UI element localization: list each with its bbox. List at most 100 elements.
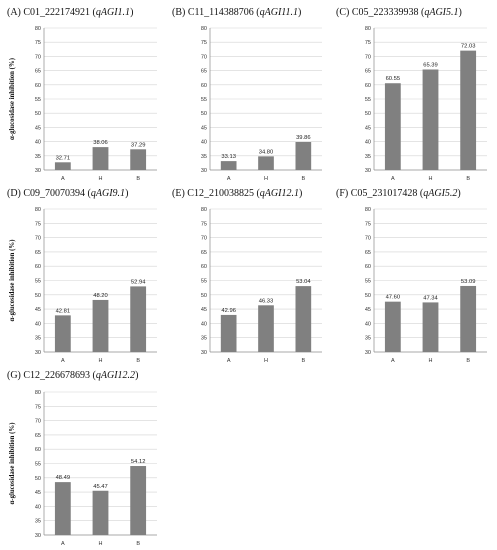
y-tick-label: 75 xyxy=(201,40,207,46)
data-label: 72.03 xyxy=(461,44,476,50)
panel-label: (A) xyxy=(7,7,23,18)
y-tick-label: 70 xyxy=(365,236,371,242)
data-label: 46.33 xyxy=(259,298,274,304)
x-tick-label: A xyxy=(61,176,65,182)
x-tick-label: H xyxy=(99,541,103,547)
panel-label: (G) xyxy=(7,370,23,381)
panel-label: (F) xyxy=(336,188,351,199)
y-tick-label: 65 xyxy=(365,250,371,256)
qtl-name: qAGI11.1 xyxy=(260,7,298,18)
chart-panel-a: (A) C01_222174921 (qAGI1.1) 30 35 40 45 50 55 6… xyxy=(7,7,157,182)
title-close: ) xyxy=(457,188,460,199)
y-tick-label: 55 xyxy=(201,97,207,103)
title-close: ) xyxy=(130,7,133,18)
y-tick-label: 35 xyxy=(201,154,207,160)
bar-h xyxy=(422,302,439,352)
x-tick-label: H xyxy=(429,176,433,182)
y-tick-label: 30 xyxy=(35,350,41,356)
y-tick-label: 35 xyxy=(35,154,41,160)
y-tick-label: 40 xyxy=(365,321,371,327)
y-tick-label: 45 xyxy=(35,307,41,313)
data-label: 53.04 xyxy=(296,279,311,285)
y-tick-label: 30 xyxy=(35,168,41,174)
bar-h xyxy=(422,69,439,170)
bar-b xyxy=(130,149,147,170)
bar-a xyxy=(220,314,237,352)
title-close: ) xyxy=(135,370,138,381)
y-tick-label: 60 xyxy=(201,83,207,89)
title-close: ) xyxy=(459,7,462,18)
bar-b xyxy=(130,286,147,352)
y-tick-label: 60 xyxy=(35,264,41,270)
bar-b xyxy=(295,141,312,170)
y-tick-label: 80 xyxy=(365,26,371,32)
bar-h xyxy=(258,305,274,352)
chart-panel-g: (G) C12_226678693 (qAGI12.2) 30 35 40 45 50 55… xyxy=(7,370,157,547)
panel-title: (E) C12_210038825 (qAGI12.1) xyxy=(172,188,302,199)
y-tick-label: 65 xyxy=(35,433,41,439)
y-tick-label: 30 xyxy=(365,350,371,356)
bar-h xyxy=(258,156,274,170)
y-tick-label: 75 xyxy=(35,221,41,227)
y-tick-label: 70 xyxy=(35,236,41,242)
marker-name: C05_231017428 ( xyxy=(351,188,424,199)
x-tick-label: H xyxy=(264,358,268,364)
bar-b xyxy=(460,50,477,171)
panel-title: (G) C12_226678693 (qAGI12.2) xyxy=(7,370,138,381)
panel-title: (A) C01_222174921 (qAGI1.1) xyxy=(7,7,133,18)
data-label: 34.80 xyxy=(259,149,274,155)
y-axis-label: α-glucosidase inhibition (%) xyxy=(9,58,16,140)
y-tick-label: 80 xyxy=(201,26,207,32)
x-tick-label: A xyxy=(61,541,65,547)
y-tick-label: 55 xyxy=(365,97,371,103)
marker-name: C09_70070394 ( xyxy=(23,188,91,199)
bar-b xyxy=(295,286,312,352)
y-tick-label: 40 xyxy=(35,321,41,327)
x-tick-label: A xyxy=(391,358,395,364)
bar-a xyxy=(384,83,401,170)
y-tick-label: 45 xyxy=(201,125,207,131)
panel-label: (B) xyxy=(172,7,188,18)
data-label: 37.29 xyxy=(131,142,146,148)
y-tick-label: 65 xyxy=(365,69,371,75)
data-label: 32.71 xyxy=(56,155,71,161)
qtl-name: qAGI12.2 xyxy=(96,370,135,381)
marker-name: C01_222174921 ( xyxy=(23,7,96,18)
chart-panel-f: (F) C05_231017428 (qAGI5.2) 30 35 40 45 50 55 6… xyxy=(336,188,487,364)
x-tick-label: B xyxy=(466,176,470,182)
bar-b xyxy=(460,285,477,352)
data-label: 47.34 xyxy=(423,295,438,301)
y-tick-label: 55 xyxy=(35,279,41,285)
y-tick-label: 80 xyxy=(365,207,371,213)
data-label: 48.49 xyxy=(56,475,71,481)
data-label: 54.12 xyxy=(131,459,146,465)
y-tick-label: 45 xyxy=(35,125,41,131)
x-tick-label: H xyxy=(429,358,433,364)
y-tick-label: 65 xyxy=(201,69,207,75)
y-tick-label: 40 xyxy=(35,140,41,146)
y-tick-label: 75 xyxy=(35,404,41,410)
y-tick-label: 50 xyxy=(365,111,371,117)
y-tick-label: 50 xyxy=(201,293,207,299)
y-tick-label: 65 xyxy=(35,250,41,256)
y-tick-label: 50 xyxy=(35,111,41,117)
title-close: ) xyxy=(298,7,301,18)
y-tick-label: 45 xyxy=(365,125,371,131)
data-label: 45.47 xyxy=(93,484,108,490)
y-tick-label: 75 xyxy=(201,221,207,227)
x-tick-label: B xyxy=(136,176,140,182)
x-tick-label: A xyxy=(391,176,395,182)
x-tick-label: B xyxy=(301,176,305,182)
panel-title: (F) C05_231017428 (qAGI5.2) xyxy=(336,188,461,199)
y-tick-label: 60 xyxy=(35,83,41,89)
data-label: 38.06 xyxy=(93,140,108,146)
y-tick-label: 80 xyxy=(201,207,207,213)
data-label: 52.94 xyxy=(131,279,146,285)
data-label: 42.81 xyxy=(56,308,71,314)
y-tick-label: 45 xyxy=(365,307,371,313)
title-close: ) xyxy=(125,188,128,199)
y-tick-label: 40 xyxy=(35,504,41,510)
y-tick-label: 55 xyxy=(201,279,207,285)
y-tick-label: 75 xyxy=(365,40,371,46)
